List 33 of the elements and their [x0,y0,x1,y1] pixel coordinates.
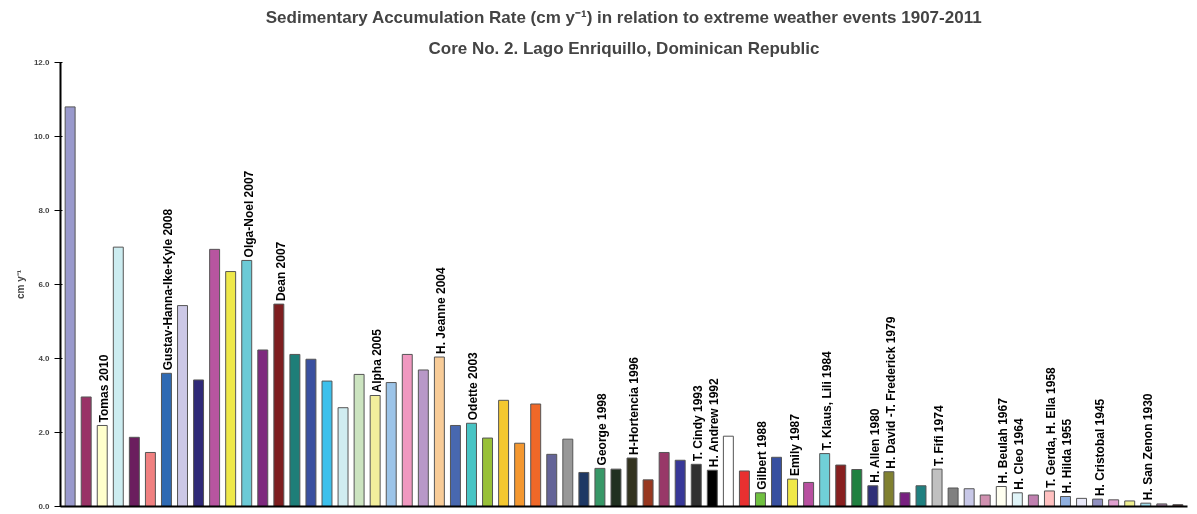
data-label: Tomas 2010 [97,354,112,423]
y-tick-label: 4.0 [38,354,51,363]
y-tick-label: 6.0 [38,280,51,289]
data-label: Gustav-Hanna-Ike-Kyle 2008 [161,208,176,371]
data-label: H. Jeanne 2004 [434,266,449,355]
data-label: Alpha 2005 [370,328,385,393]
data-label: Odette 2003 [466,351,481,421]
data-label: Dean 2007 [273,241,288,302]
chart-title: Sedimentary Accumulation Rate (cm y⁻¹) in relation to extreme weather events 1907-2011 [265,7,982,27]
data-label: H-Hortencia 1996 [627,356,642,456]
data-label: H. Allen 1980 [867,408,882,483]
y-tick-label: 2.0 [38,428,51,437]
data-label: George 1998 [594,393,609,466]
y-tick-label: 8.0 [38,206,51,215]
data-label: T. Cindy 1993 [691,384,706,462]
y-tick-label: 12.0 [33,58,51,67]
y-axis-title: cm y⁻¹ [14,269,26,300]
data-label: T. Gerda, H. Ella 1958 [1044,366,1059,488]
data-label: H. Cleo 1964 [1012,418,1027,490]
data-label: T. Fifi 1974 [932,405,947,467]
data-label: H. David -T. Frederick 1979 [883,316,898,469]
data-label: T. Klaus, Lili 1984 [819,350,834,451]
y-tick-label: 0.0 [38,502,51,511]
chart-subtitle: Core No. 2. Lago Enriquillo, Dominican Republic [428,38,820,58]
data-label: H. San Zenon 1930 [1140,393,1155,501]
data-label: H. Andrew 1992 [707,377,722,468]
data-label: Gilbert 1988 [755,420,770,490]
data-label: H. Hilda 1955 [1060,418,1075,494]
data-label: Olga-Noel 2007 [241,170,256,258]
y-tick-label: 10.0 [33,132,51,141]
data-label: H. Beulah 1967 [996,397,1011,484]
data-label: H. Cristobal 1945 [1092,398,1107,497]
data-label: Emily 1987 [787,413,802,477]
